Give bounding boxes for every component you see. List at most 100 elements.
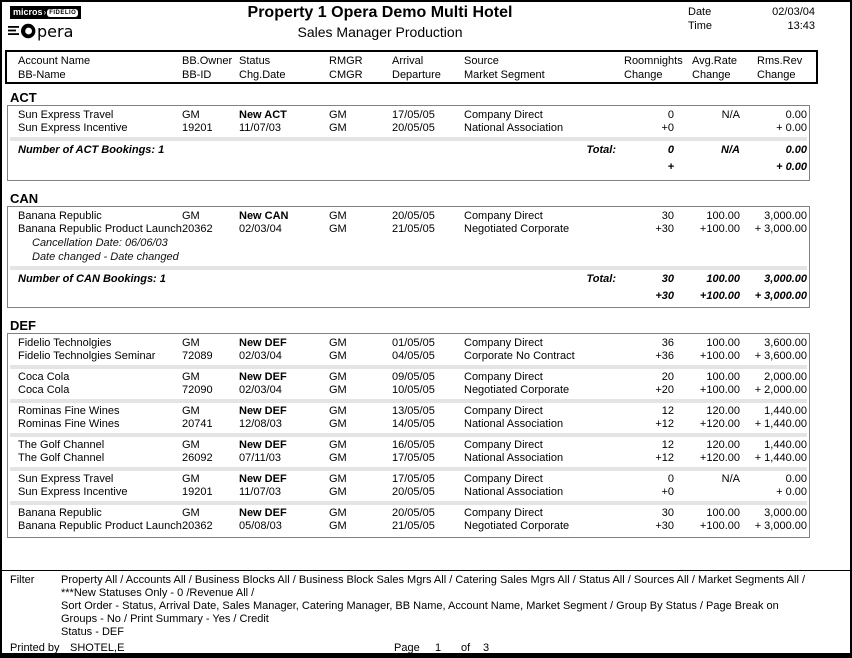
summary-row-2: +30 +100.00 + 3,000.00 [18,289,809,303]
col-header-status: Status [239,55,271,67]
rms-rev-change: + 3,000.00 [754,520,807,532]
page-number: 1 [435,642,442,654]
rms-rev-change: + 0.00 [776,486,807,498]
booking-row-line1: Sun Express Travel GM New ACT GM 17/05/05 Com… [18,109,809,122]
total-roomnights-change: + [667,161,674,173]
opera-logo-text: pera [37,22,72,41]
rmgr: GM [329,337,347,349]
date-value: 02/03/04 [772,6,815,18]
booking-row-line1: Banana Republic GM New DEF GM 20/05/05 Compan… [18,507,809,520]
booking-count: Number of ACT Bookings: 1 [18,144,165,156]
avg-rate-change: +100.00 [699,223,740,235]
sections: ACT Sun Express Travel GM New ACT GM 17/05/05… [7,86,812,538]
booking-row-line1: The Golf Channel GM New DEF GM 16/05/05 Compa… [18,439,809,452]
bb-name: The Golf Channel [18,452,105,464]
rmgr: GM [329,371,347,383]
roomnights: 36 [661,337,674,349]
filter-label: Filter [10,574,35,586]
col-header-departure: Departure [392,69,441,81]
row-separator [10,501,807,505]
roomnights: 30 [661,210,674,222]
bb-owner: GM [182,405,200,417]
booking-row-line2: The Golf Channel 26092 07/11/03 GM 17/05/05 N… [18,452,809,465]
col-header-bb-id: BB-ID [182,69,212,81]
rmgr: GM [329,109,347,121]
roomnights-change: +30 [655,520,674,532]
date-label: Date [688,6,712,18]
bb-owner: GM [182,210,200,222]
cmgr: GM [329,350,347,362]
avg-rate: 100.00 [706,337,740,349]
bb-id: 19201 [182,486,213,498]
bb-id: 72089 [182,350,213,362]
booking-row-line1: Coca Cola GM New DEF GM 09/05/05 Company Dire… [18,371,809,384]
cmgr: GM [329,418,347,430]
row-separator [10,433,807,437]
arrival: 09/05/05 [392,371,435,383]
market-segment: Negotiated Corporate [464,384,570,396]
booking-note: Cancellation Date: 06/06/03 [32,237,168,249]
total-roomnights: 30 [661,273,674,285]
summary-row-1: Number of ACT Bookings: 1 Total: 0 N/A 0.00 [18,143,809,157]
chg-date: 11/07/03 [239,122,282,134]
page-label: Page [394,642,420,654]
chg-date: 11/07/03 [239,486,282,498]
total-avg-rate-change: +100.00 [699,290,740,302]
col-header-rms-rev-change: Change [757,69,796,81]
rms-rev-change: + 3,000.00 [754,223,807,235]
total-label: Total: [586,144,616,156]
bb-owner: GM [182,109,200,121]
departure: 20/05/05 [392,122,435,134]
rms-rev-change: + 1,440.00 [754,418,807,430]
booking-row-line1: Sun Express Travel GM New DEF GM 17/05/05 Com… [18,473,809,486]
avg-rate: 120.00 [706,405,740,417]
roomnights-change: +12 [655,452,674,464]
col-header-cmgr: CMGR [329,69,363,81]
roomnights: 12 [661,405,674,417]
bb-owner: GM [182,507,200,519]
source: Company Direct [464,473,543,485]
printed-by-value: SHOTEL,E [70,642,125,654]
account-name: Banana Republic [18,210,102,222]
status: New DEF [239,337,287,349]
status: New CAN [239,210,289,222]
source: Company Direct [464,507,543,519]
bb-name: Fidelio Technolgies Seminar [18,350,156,362]
arrival: 17/05/05 [392,109,435,121]
datetime-block: Date 02/03/04 Time 13:43 [688,5,815,33]
total-rms-rev: 3,000.00 [764,273,807,285]
rmgr: GM [329,473,347,485]
account-name: Rominas Fine Wines [18,405,120,417]
bb-name: Coca Cola [18,384,70,396]
chg-date: 07/11/03 [239,452,282,464]
status: New ACT [239,109,287,121]
section-heading-act: ACT [10,90,37,105]
col-header-rmgr: RMGR [329,55,363,67]
source: Company Direct [464,439,543,451]
rmgr: GM [329,210,347,222]
avg-rate: 100.00 [706,507,740,519]
section-box-can: Banana Republic GM New CAN GM 20/05/05 Compan… [7,206,810,308]
bb-owner: GM [182,473,200,485]
total-label: Total: [586,273,616,285]
rms-rev-change: + 3,600.00 [754,350,807,362]
booking-row-line1: Rominas Fine Wines GM New DEF GM 13/05/05 Com… [18,405,809,418]
rms-rev: 3,000.00 [764,210,807,222]
booking-note: Date changed - Date changed [32,251,179,263]
account-name: The Golf Channel [18,439,105,451]
market-segment: Corporate No Contract [464,350,575,362]
market-segment: Negotiated Corporate [464,520,570,532]
chg-date: 12/08/03 [239,418,282,430]
chg-date: 05/08/03 [239,520,282,532]
bb-owner: GM [182,337,200,349]
rms-rev: 3,000.00 [764,507,807,519]
arrival: 01/05/05 [392,337,435,349]
departure: 10/05/05 [392,384,435,396]
col-header-rms-rev: Rms.Rev [757,55,803,67]
opera-swoosh-icon: pera [8,22,73,41]
filter-line: Status - DEF [61,626,124,638]
bb-name: Rominas Fine Wines [18,418,120,430]
rms-rev: 0.00 [785,109,807,121]
avg-rate-change: +100.00 [699,384,740,396]
